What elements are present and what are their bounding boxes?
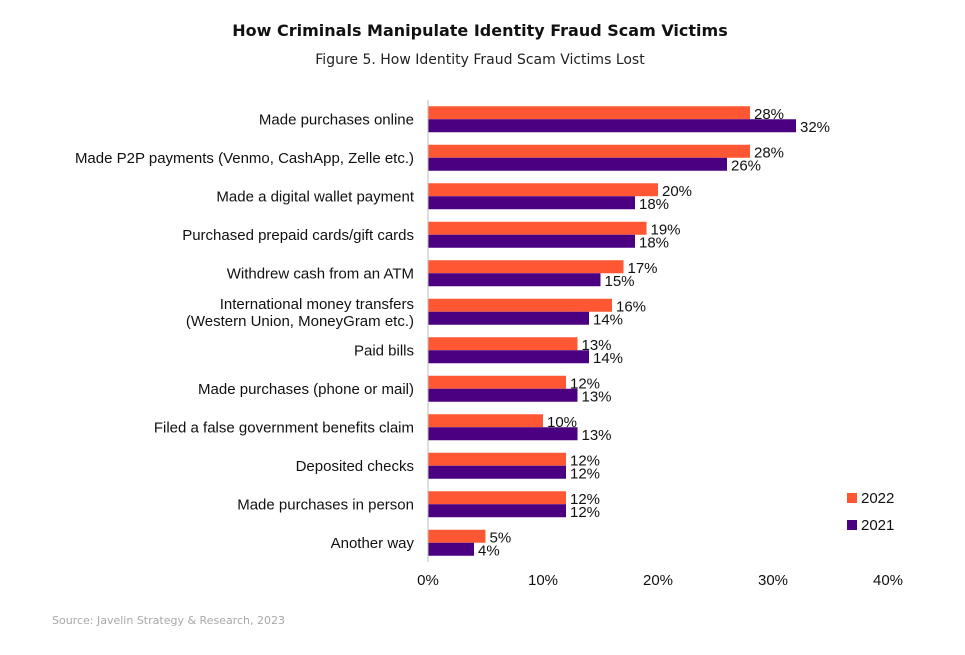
x-axis-ticks: 0% 10% 20% 30% 40%: [417, 572, 903, 589]
category-group: Made purchases online 28% 32%: [259, 106, 830, 136]
bar-2022: [428, 183, 658, 197]
data-label-2021: 13%: [582, 388, 612, 405]
category-group: Made purchases in person 12%12%: [237, 491, 600, 521]
data-label-2022: 19%: [651, 221, 681, 238]
category-label-line: International money transfers: [220, 296, 414, 313]
data-label-2021: 13%: [582, 427, 612, 444]
x-tick-label: 30%: [758, 572, 788, 589]
data-label-2021: 12%: [570, 465, 600, 482]
data-label-2022: 5%: [490, 529, 512, 546]
category-group: Made P2P payments (Venmo, CashApp, Zelle…: [75, 144, 784, 174]
data-label-2021: 15%: [605, 273, 635, 290]
legend-swatch-2021: [847, 520, 857, 530]
data-label-2022: 12%: [570, 375, 600, 392]
bar-2022: [428, 221, 647, 235]
bar-2021: [428, 157, 727, 171]
x-tick-label: 10%: [528, 572, 558, 589]
category-group: Paid bills 13%14%: [354, 337, 623, 367]
category-label: Deposited checks: [296, 458, 414, 475]
category-label: International money transfers (Western Un…: [186, 296, 414, 330]
plot-area: Made purchases online 28% 32% Made P2P paym…: [75, 106, 830, 560]
category-group: Made a digital wallet payment 20%18%: [216, 183, 692, 213]
bar-2022: [428, 144, 750, 158]
category-label-line: (Western Union, MoneyGram etc.): [186, 313, 414, 330]
bar-2021: [428, 465, 566, 479]
data-label-2022: 12%: [570, 491, 600, 508]
category-group: Deposited checks 12%12%: [296, 452, 600, 482]
bar-2021: [428, 311, 589, 325]
category-group: International money transfers (Western Un…: [186, 296, 646, 330]
bar-2021: [428, 119, 796, 133]
bar-2022: [428, 375, 566, 389]
category-label: Made purchases (phone or mail): [198, 381, 414, 398]
source-note: Source: Javelin Strategy & Research, 202…: [52, 614, 285, 627]
x-tick-label: 20%: [643, 572, 673, 589]
category-label: Paid bills: [354, 342, 414, 359]
bar-2021: [428, 350, 589, 364]
data-label-2022: 20%: [662, 183, 692, 200]
bar-2022: [428, 529, 486, 543]
bar-2021: [428, 234, 635, 248]
legend-label-2021: 2021: [861, 517, 894, 534]
category-label: Another way: [331, 535, 415, 552]
data-label-2022: 28%: [754, 106, 784, 123]
category-label: Filed a false government benefits claim: [154, 419, 414, 436]
data-label-2022: 28%: [754, 144, 784, 161]
data-label-2021: 18%: [639, 196, 669, 213]
legend-label-2022: 2022: [861, 490, 894, 507]
data-label-2021: 14%: [593, 350, 623, 367]
category-group: Made purchases (phone or mail) 12%13%: [198, 375, 611, 405]
data-label-2021: 26%: [731, 157, 761, 174]
bar-2021: [428, 273, 601, 287]
data-label-2021: 32%: [800, 119, 830, 136]
category-label: Withdrew cash from an ATM: [227, 265, 414, 282]
bar-2022: [428, 298, 612, 312]
bar-2022: [428, 414, 543, 428]
data-label-2022: 12%: [570, 452, 600, 469]
data-label-2021: 14%: [593, 311, 623, 328]
bar-2021: [428, 196, 635, 210]
category-label: Made a digital wallet payment: [216, 188, 414, 205]
bar-2021: [428, 388, 578, 402]
data-label-2022: 13%: [582, 337, 612, 354]
bar-2022: [428, 337, 578, 351]
data-label-2021: 12%: [570, 504, 600, 521]
bar-2022: [428, 106, 750, 120]
bar-2022: [428, 491, 566, 505]
category-group: Withdrew cash from an ATM 17%15%: [227, 260, 658, 290]
legend-swatch-2022: [847, 493, 857, 503]
data-label-2021: 4%: [478, 542, 500, 559]
bar-2021: [428, 542, 474, 556]
bar-2022: [428, 452, 566, 466]
category-group: Another way 5%4%: [331, 529, 512, 559]
x-tick-label: 40%: [873, 572, 903, 589]
data-label-2021: 18%: [639, 234, 669, 251]
data-label-2022: 10%: [547, 414, 577, 431]
category-label: Purchased prepaid cards/gift cards: [182, 227, 414, 244]
category-label: Made P2P payments (Venmo, CashApp, Zelle…: [75, 150, 414, 167]
bar-2021: [428, 504, 566, 518]
category-label: Made purchases online: [259, 111, 414, 128]
bar-2022: [428, 260, 624, 274]
data-label-2022: 17%: [628, 260, 658, 277]
category-group: Filed a false government benefits claim 1…: [154, 414, 612, 444]
data-label-2022: 16%: [616, 298, 646, 315]
legend: 2022 2021: [847, 490, 894, 534]
chart-title: How Criminals Manipulate Identity Fraud …: [232, 21, 727, 40]
category-label: Made purchases in person: [237, 496, 414, 513]
category-group: Purchased prepaid cards/gift cards 19%18%: [182, 221, 680, 251]
x-tick-label: 0%: [417, 572, 439, 589]
chart-subtitle: Figure 5. How Identity Fraud Scam Victim…: [315, 52, 645, 68]
bar-2021: [428, 427, 578, 441]
